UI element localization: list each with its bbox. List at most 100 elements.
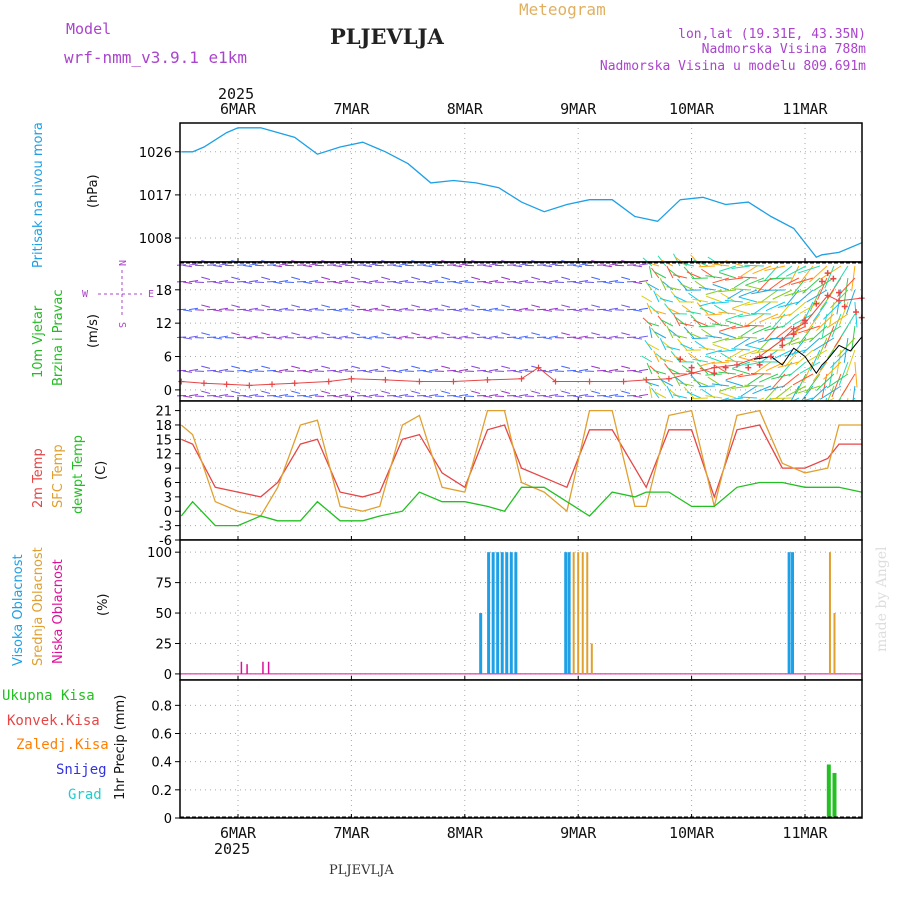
wind-barb: [213, 264, 223, 268]
wind-arrow: [646, 381, 660, 387]
wind-arrow: [797, 265, 821, 274]
wind-arrow: [765, 361, 786, 372]
wind-barb: [603, 395, 613, 398]
wind-barb: [501, 390, 511, 394]
wind-arrow: [705, 313, 722, 316]
wind-barb: [393, 309, 403, 312]
wind-arrow: [752, 325, 772, 335]
wind-arrow: [659, 278, 667, 291]
wind-arrow: [754, 301, 772, 314]
wind-arrow: [693, 259, 709, 267]
cloud-bar: [509, 552, 513, 674]
cloud-bar: [581, 552, 584, 674]
wind-barb: [573, 264, 583, 268]
wind-arrow: [826, 313, 849, 329]
wind-arrow: [738, 373, 757, 378]
wind-arrow: [698, 385, 715, 388]
wind-arrow: [706, 295, 723, 303]
wind-ylabel-1: 10m Vjetar: [31, 305, 46, 378]
cloud-bar: [514, 552, 518, 674]
wind-barb: [411, 276, 421, 280]
wind-barb: [609, 368, 619, 372]
ytick-label: -6: [159, 534, 172, 549]
cloud-ylabel-3: Niska Oblacnost: [51, 559, 66, 664]
wind-arrow: [690, 254, 702, 267]
bottom-date-label: 10MAR: [669, 824, 715, 842]
wind-arrow: [806, 349, 828, 363]
wind-barb: [243, 264, 253, 268]
wind-barb: [513, 395, 523, 398]
wind-arrow: [837, 277, 856, 297]
wind-barb: [183, 309, 193, 312]
wind-arrow: [737, 396, 757, 399]
wind-barb: [333, 309, 343, 312]
wind-barb: [441, 276, 451, 280]
wind-barb: [483, 264, 493, 268]
wind-arrow: [651, 267, 660, 279]
wind-barb: [591, 390, 601, 394]
pressure-panel: 1008 1017 1026: [139, 122, 863, 263]
wind-arrow: [843, 277, 849, 303]
wind-arrow: [725, 313, 744, 321]
wind-barb: [363, 309, 373, 312]
wind-barb: [489, 263, 499, 266]
wind-barb: [249, 307, 259, 311]
wind-arrow: [724, 337, 743, 341]
wind-arrow: [692, 358, 708, 363]
wind-arrow: [646, 302, 653, 315]
cloud-bar: [496, 552, 500, 674]
ytick-label: 0: [164, 812, 172, 827]
wind-arrow: [754, 361, 772, 374]
wind-arrow: [759, 313, 779, 323]
wind-barb: [369, 263, 379, 266]
wind-arrow: [649, 305, 660, 315]
cloud-bar: [828, 552, 831, 674]
wind-barb: [519, 368, 529, 372]
wind-arrow: [761, 289, 779, 303]
wind-arrow: [779, 277, 800, 289]
wind-barb: [243, 370, 253, 373]
wind-arrow: [653, 309, 667, 315]
wind-arrow: [672, 274, 688, 279]
lonlat-label: lon,lat (19.31E, 43.35N): [678, 27, 866, 42]
wind-arrow: [784, 289, 807, 297]
wind-barb: [453, 264, 463, 268]
wind-arrow: [724, 299, 743, 303]
wind-arrow: [680, 343, 695, 351]
wind-arrow: [706, 355, 723, 363]
wind-barb: [579, 368, 589, 372]
wind-arrow: [659, 357, 674, 363]
ytick-label: 21: [155, 405, 172, 420]
wind-arrow: [744, 301, 764, 306]
wind-arrow: [821, 313, 828, 338]
wind-arrow: [660, 379, 674, 387]
wind-barb: [603, 281, 613, 284]
wind-barb: [303, 370, 313, 373]
wind-barb: [363, 370, 373, 373]
wind-barb: [471, 332, 481, 336]
wind-arrow: [788, 301, 807, 317]
wind-arrow: [745, 277, 765, 286]
wind-barb: [513, 309, 523, 312]
wind-arrow: [829, 301, 835, 326]
wind-arrow: [712, 283, 730, 291]
cloud-bar: [505, 552, 509, 674]
wind-barb: [633, 337, 643, 340]
wind-arrow: [744, 324, 764, 327]
wind-barb: [531, 276, 541, 280]
cloud-bar: [479, 613, 483, 674]
wind-barb: [261, 390, 271, 394]
wind-barb: [579, 263, 589, 266]
cloud-bar: [491, 552, 495, 674]
wind-barb: [621, 332, 631, 336]
cloud-bar: [262, 661, 264, 674]
wind-arrow: [759, 373, 779, 383]
wind-unit: (m/s): [86, 314, 101, 348]
wind-arrow: [644, 339, 653, 351]
wind-barb: [399, 368, 409, 372]
wind-arrow: [727, 349, 744, 360]
wind-arrow: [740, 325, 758, 337]
wind-arrow: [679, 322, 695, 327]
wind-arrow: [651, 387, 660, 399]
wind-arrow: [771, 313, 793, 320]
